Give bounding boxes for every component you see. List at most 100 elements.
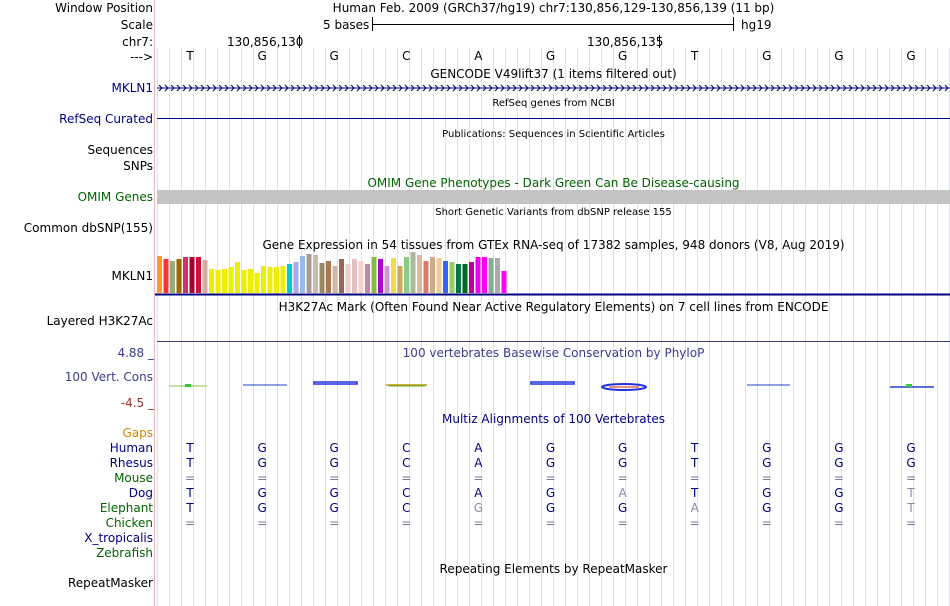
gtex-tissue-bar[interactable] [443, 261, 448, 293]
gtex-tissue-bar[interactable] [475, 257, 481, 293]
strand-arrow [176, 84, 181, 92]
gtex-tissue-bar[interactable] [287, 264, 292, 293]
gtex-tissue-bar[interactable] [241, 270, 247, 293]
gtex-tissue-bar[interactable] [189, 257, 195, 293]
alignment-base: G [906, 441, 916, 455]
species-label-x_tropicalis[interactable]: X_tropicalis [84, 531, 153, 545]
gtex-tissue-bar[interactable] [430, 257, 435, 293]
species-label-elephant[interactable]: Elephant [99, 501, 153, 515]
strand-arrow [596, 84, 601, 92]
gtex-tissue-bar[interactable] [300, 256, 305, 293]
alignment-base: = [473, 516, 484, 530]
gtex-tissue-bar[interactable] [384, 266, 390, 293]
strand-arrow [578, 84, 583, 92]
gtex-expression-chart[interactable] [155, 251, 950, 296]
gtex-tissue-bar[interactable] [261, 266, 266, 293]
strand-arrow [278, 84, 283, 92]
strand-arrow [428, 84, 433, 92]
gtex-tissue-bar[interactable] [235, 262, 240, 293]
gtex-tissue-bar[interactable] [209, 269, 214, 293]
repeat-track-label[interactable]: RepeatMasker [67, 576, 153, 590]
gtex-tissue-bar[interactable] [228, 267, 234, 293]
strand-arrow [206, 84, 211, 92]
gtex-tissue-bar[interactable] [196, 257, 201, 293]
gtex-tissue-bar[interactable] [339, 259, 344, 293]
base-letter: G [762, 49, 772, 63]
alignment-base: = [905, 471, 917, 485]
base-letter: G [257, 49, 267, 63]
gtex-tissue-bar[interactable] [326, 261, 331, 293]
species-label-dog[interactable]: Dog [128, 486, 153, 500]
gtex-tissue-bar[interactable] [176, 259, 182, 293]
gtex-tissue-bar[interactable] [469, 262, 474, 293]
mkln1-gene-feature[interactable] [157, 81, 950, 95]
gtex-tissue-bar[interactable] [183, 257, 188, 293]
gtex-tissue-bar[interactable] [215, 270, 221, 293]
gtex-tissue-bar[interactable] [293, 262, 299, 293]
gtex-tissue-bar[interactable] [319, 263, 325, 293]
omim-track-label[interactable]: OMIM Genes [77, 190, 153, 204]
gtex-tissue-bar[interactable] [456, 264, 461, 293]
omim-gene-bar[interactable] [157, 190, 950, 204]
gtex-tissue-bar[interactable] [332, 266, 338, 293]
refseq-gene-line[interactable] [157, 118, 950, 119]
conservation-plot[interactable] [157, 375, 950, 395]
gtex-tissue-bar[interactable] [391, 258, 396, 293]
publications-sequences-label[interactable]: Sequences [87, 143, 153, 157]
base-letter: A [474, 49, 483, 63]
label-divider [154, 0, 155, 606]
gtex-tissue-bar[interactable] [378, 259, 383, 293]
gtex-tissue-bar[interactable] [495, 258, 500, 293]
dbsnp-track-label[interactable]: Common dbSNP(155) [23, 221, 153, 235]
gtex-tissue-bar[interactable] [462, 264, 468, 293]
gtex-tissue-bar[interactable] [202, 260, 208, 293]
gtex-tissue-bar[interactable] [163, 259, 169, 293]
gtex-tissue-bar[interactable] [423, 261, 429, 293]
gtex-tissue-bar[interactable] [365, 264, 370, 293]
strand-arrow [314, 84, 319, 92]
snps-label[interactable]: SNPs [123, 159, 153, 173]
gtex-tissue-bar[interactable] [274, 267, 279, 293]
strand-arrow [230, 84, 235, 92]
gtex-tissue-bar[interactable] [306, 254, 312, 293]
refseq-track-label[interactable]: RefSeq Curated [59, 112, 153, 126]
species-label-zebrafish[interactable]: Zebrafish [96, 546, 153, 560]
alignment-base: G [329, 441, 339, 455]
gtex-tissue-bar[interactable] [358, 261, 364, 293]
strand-arrow [860, 84, 865, 92]
gtex-tissue-bar[interactable] [404, 257, 409, 293]
gtex-tissue-bar[interactable] [449, 262, 455, 293]
gtex-tissue-bar[interactable] [267, 267, 273, 293]
gtex-tissue-bar[interactable] [280, 266, 286, 293]
gtex-tissue-bar[interactable] [371, 257, 377, 293]
gtex-track-label[interactable]: MKLN1 [111, 269, 153, 283]
species-label-chicken[interactable]: Chicken [105, 516, 153, 530]
gtex-tissue-bar[interactable] [482, 257, 487, 293]
strand-arrow [476, 84, 481, 92]
base-letter: G [545, 49, 556, 63]
species-label-human[interactable]: Human [109, 441, 153, 455]
gtex-tissue-bar[interactable] [352, 259, 357, 293]
gtex-tissue-bar[interactable] [345, 264, 351, 293]
species-label-mouse[interactable]: Mouse [114, 471, 153, 485]
gtex-tissue-bar[interactable] [397, 266, 403, 293]
gencode-track-label[interactable]: MKLN1 [111, 81, 153, 95]
gtex-tissue-bar[interactable] [313, 255, 318, 293]
gtex-tissue-bar[interactable] [488, 258, 494, 293]
gtex-tissue-bar[interactable] [436, 258, 442, 293]
alignment-base: G [762, 486, 772, 500]
species-label-rhesus[interactable]: Rhesus [109, 456, 153, 470]
cons-track-label[interactable]: 100 Vert. Cons [64, 370, 153, 384]
gtex-tissue-bar[interactable] [410, 252, 416, 293]
gtex-tissue-bar[interactable] [248, 269, 253, 293]
gtex-tissue-bar[interactable] [254, 273, 260, 293]
gtex-tissue-bar[interactable] [501, 271, 507, 293]
gtex-tissue-bar[interactable] [170, 261, 175, 293]
species-label-gaps[interactable]: Gaps [122, 426, 153, 440]
h3k27ac-track-label[interactable]: Layered H3K27Ac [46, 314, 153, 328]
strand-arrow [674, 84, 679, 92]
base-letter: G [906, 49, 916, 63]
gtex-tissue-bar[interactable] [157, 256, 162, 293]
gtex-tissue-bar[interactable] [417, 255, 422, 293]
gtex-tissue-bar[interactable] [222, 269, 227, 293]
